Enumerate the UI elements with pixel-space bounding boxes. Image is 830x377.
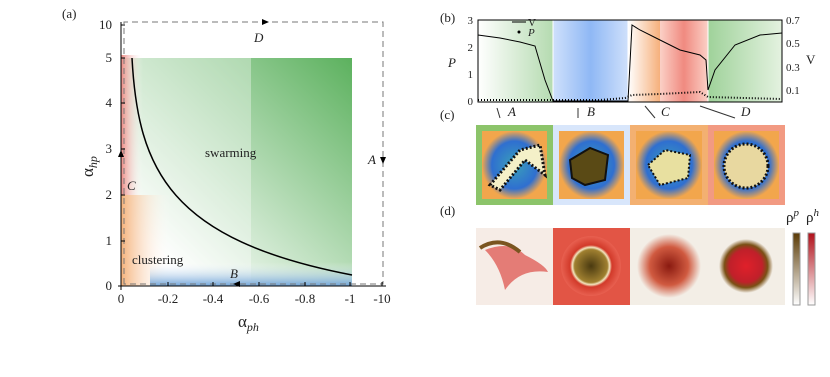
x-tick-label: -1 <box>345 291 356 306</box>
y-tick-label: 0 <box>106 278 113 293</box>
x-tick-label: -10 <box>373 291 390 306</box>
colorbar-label: ρp <box>786 207 800 226</box>
colorbar-label: ρh <box>806 207 820 226</box>
band <box>708 20 782 102</box>
path-label: D <box>253 30 264 45</box>
symbol: α <box>78 168 97 177</box>
x-tick-label: -0.8 <box>295 291 316 306</box>
marker-label: A <box>507 104 516 119</box>
right-tick-label: 0.3 <box>786 62 800 74</box>
symbol: ρ <box>806 210 814 226</box>
path-label: C <box>127 178 136 193</box>
x-tick-label: -0.2 <box>158 291 179 306</box>
x-ticks: 0 -0.2 -0.4 -0.6 -0.8 -1 -10 <box>118 282 391 306</box>
band <box>553 20 628 102</box>
region-label: swarming <box>205 145 257 160</box>
y-ticks: 0 1 2 3 4 5 10 <box>99 17 125 293</box>
snapshots <box>476 125 785 205</box>
x-tick-label: 0 <box>118 291 125 306</box>
left-tick-label: 3 <box>468 15 474 27</box>
blue-region <box>150 262 352 286</box>
left-tick-label: 0 <box>468 96 474 108</box>
path-label: B <box>230 266 238 281</box>
y-tick-label: 3 <box>106 141 113 156</box>
y-tick-label: 5 <box>106 50 113 65</box>
right-tick-label: 0.1 <box>786 85 800 97</box>
y-tick-label: 4 <box>106 95 113 110</box>
colorbar <box>792 232 801 306</box>
plot-frame <box>477 19 783 103</box>
left-axis-label: P <box>447 55 456 70</box>
legend-label: P <box>527 27 535 39</box>
left-tick-label: 1 <box>468 69 474 81</box>
legend-swatch <box>517 30 521 34</box>
x-axis-label: αph <box>238 312 259 334</box>
red-region <box>121 55 143 195</box>
band <box>478 20 553 102</box>
right-axis-label: V <box>806 52 816 67</box>
subscript: hp <box>86 156 100 168</box>
density-maps <box>476 228 785 305</box>
panel-label: (b) <box>440 10 455 25</box>
band <box>628 20 660 102</box>
symbol: ρ <box>786 210 794 226</box>
panel-label: (d) <box>440 203 455 218</box>
right-ticks: 0.7 0.5 0.3 0.1 <box>786 15 800 97</box>
marker-label: D <box>740 104 751 119</box>
superscript: h <box>814 207 820 219</box>
colorbar <box>807 232 816 306</box>
region-label: clustering <box>132 252 184 267</box>
panel-label: (c) <box>440 107 454 122</box>
y-axis-label: αhp <box>78 156 100 177</box>
left-tick-label: 2 <box>468 42 474 54</box>
v-curve <box>477 24 783 102</box>
right-tick-label: 0.7 <box>786 15 800 27</box>
y-tick-label: 1 <box>106 233 113 248</box>
marker-label: B <box>587 104 595 119</box>
y-tick-label: 10 <box>99 17 112 32</box>
panel-label: (a) <box>62 6 76 21</box>
marker-label: C <box>661 104 670 119</box>
x-tick-label: -0.4 <box>203 291 224 306</box>
path-label: A <box>367 152 376 167</box>
y-tick-label: 2 <box>106 187 113 202</box>
superscript: p <box>793 207 800 219</box>
legend-label: V <box>528 17 536 29</box>
x-tick-label: -0.6 <box>249 291 270 306</box>
marker-arrows <box>496 105 736 119</box>
right-tick-label: 0.5 <box>786 38 800 50</box>
left-ticks: 3 2 1 0 <box>468 15 474 108</box>
symbol: α <box>238 312 247 331</box>
subscript: ph <box>246 320 259 334</box>
phase-boundary <box>131 57 353 276</box>
dashed-path <box>123 21 384 285</box>
band <box>660 20 708 102</box>
